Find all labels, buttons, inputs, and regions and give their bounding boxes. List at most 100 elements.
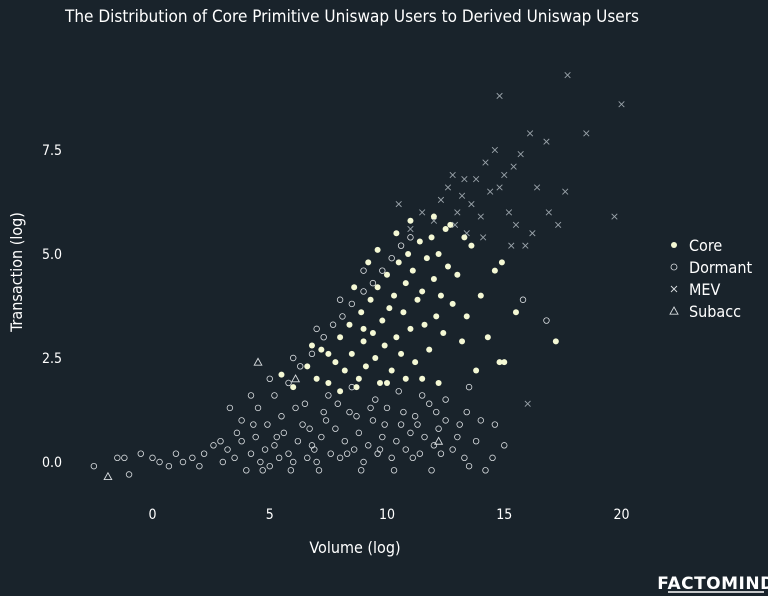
point-core: [358, 309, 365, 316]
point-mev: [611, 213, 618, 220]
point-dormant: [372, 396, 379, 403]
point-core: [376, 379, 383, 386]
point-mev: [444, 184, 452, 191]
point-dormant: [365, 442, 372, 449]
point-dormant: [259, 467, 266, 474]
point-core: [419, 288, 426, 295]
point-core: [421, 321, 428, 328]
brand-logo: FACTOMIND: [657, 574, 768, 594]
point-dormant: [285, 379, 292, 387]
point-mev: [583, 130, 590, 137]
point-dormant: [294, 438, 302, 445]
point-mev: [491, 146, 498, 154]
point-dormant: [456, 421, 463, 428]
x-tick-label: 0: [148, 507, 156, 523]
series-core: [278, 213, 559, 395]
point-mev: [510, 163, 517, 170]
point-dormant: [358, 467, 365, 474]
point-dormant: [189, 454, 196, 462]
point-mev: [501, 171, 508, 179]
point-dormant: [519, 296, 527, 303]
y-tick-label: 0.0: [42, 455, 62, 471]
legend-marker: [671, 242, 677, 248]
x-tick-label: 20: [613, 507, 629, 523]
point-dormant: [348, 300, 356, 308]
point-mev: [524, 400, 531, 407]
point-dormant: [313, 325, 320, 333]
point-dormant: [379, 433, 386, 441]
point-dormant: [308, 442, 316, 449]
point-mev: [395, 200, 402, 208]
point-dormant: [226, 404, 234, 412]
point-dormant: [397, 421, 405, 428]
point-dormant: [329, 321, 337, 328]
point-dormant: [322, 417, 330, 424]
point-core: [501, 359, 508, 366]
point-dormant: [271, 392, 278, 399]
point-core: [447, 221, 454, 228]
point-core: [496, 359, 503, 366]
point-core: [428, 234, 435, 241]
point-dormant: [501, 442, 508, 449]
point-dormant: [472, 438, 480, 445]
x-axis-ticks: 0 5 10 15 20: [148, 507, 629, 523]
point-core: [473, 367, 480, 374]
point-dormant: [374, 450, 381, 457]
point-mev: [472, 176, 480, 183]
legend-marker: [670, 285, 678, 293]
point-dormant: [360, 458, 367, 466]
point-dormant: [306, 425, 313, 432]
point-mev: [496, 184, 503, 191]
point-core: [325, 350, 332, 357]
x-tick-label: 10: [379, 507, 395, 523]
point-dormant: [149, 454, 156, 462]
legend-item-core: Core: [671, 236, 722, 255]
point-core: [484, 334, 491, 341]
point-dormant: [407, 234, 414, 241]
point-mev: [468, 200, 475, 208]
point-subacc: [103, 471, 113, 481]
point-core: [308, 342, 315, 349]
point-dormant: [292, 404, 299, 412]
point-dormant: [379, 267, 386, 274]
point-dormant: [285, 450, 292, 457]
y-tick-label: 5.0: [42, 247, 62, 263]
point-dormant: [428, 467, 435, 474]
point-dormant: [165, 462, 173, 470]
point-core: [477, 292, 484, 299]
legend-label: Core: [689, 236, 722, 255]
point-dormant: [257, 458, 264, 466]
point-core: [360, 338, 367, 345]
point-dormant: [275, 454, 283, 462]
point-dormant: [315, 467, 323, 474]
point-mev: [437, 196, 445, 204]
point-dormant: [290, 458, 297, 466]
point-mev: [461, 176, 468, 183]
point-mev: [482, 159, 489, 166]
point-core: [386, 305, 393, 312]
point-mev: [545, 209, 552, 216]
point-dormant: [247, 450, 255, 457]
point-dormant: [200, 450, 208, 457]
point-core: [353, 384, 360, 391]
point-core: [437, 292, 444, 299]
point-dormant: [400, 408, 407, 416]
point-dormant: [254, 404, 262, 412]
point-mev: [517, 151, 524, 158]
point-mev: [508, 242, 515, 249]
point-core: [337, 334, 344, 341]
point-dormant: [271, 442, 278, 449]
point-dormant: [355, 429, 363, 437]
point-dormant: [435, 425, 442, 432]
point-mev: [477, 213, 484, 220]
point-core: [400, 309, 407, 316]
point-dormant: [332, 425, 339, 432]
point-core: [459, 338, 466, 345]
point-dormant: [393, 438, 400, 445]
point-core: [552, 338, 559, 345]
point-dormant: [369, 417, 377, 424]
point-mev: [618, 101, 625, 108]
point-core: [384, 271, 390, 278]
point-dormant: [418, 392, 426, 399]
point-core: [409, 267, 416, 274]
